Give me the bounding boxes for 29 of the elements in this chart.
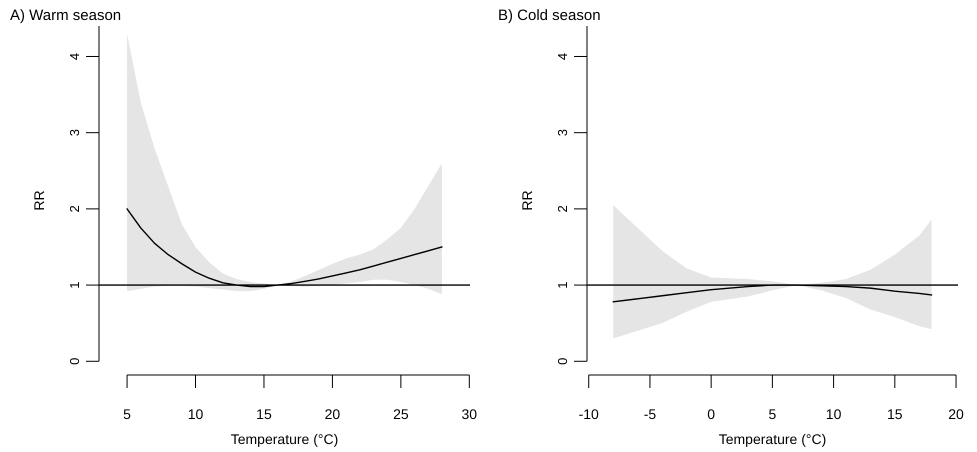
x-tick-label: 25	[393, 406, 409, 422]
y-tick-label: 4	[555, 52, 570, 60]
x-axis-title: Temperature (°C)	[718, 431, 826, 447]
chart-title: B) Cold season	[498, 7, 601, 24]
x-axis-title: Temperature (°C)	[230, 431, 338, 447]
x-tick-label: -5	[644, 406, 656, 422]
x-tick-label: 5	[123, 406, 132, 422]
x-tick-label: 10	[188, 406, 204, 422]
y-tick-label: 2	[555, 205, 570, 212]
y-axis-title: RR	[31, 190, 47, 211]
x-tick-label: 20	[948, 406, 964, 422]
y-tick-label: 0	[67, 358, 82, 365]
x-tick-label: 10	[826, 406, 842, 422]
y-tick-label: 3	[67, 129, 82, 136]
x-tick-label: 0	[707, 406, 716, 422]
x-tick-label: 30	[462, 406, 478, 422]
y-tick-label: 3	[555, 129, 570, 136]
x-tick-label: 5	[768, 406, 776, 422]
y-tick-label: 2	[67, 205, 82, 212]
chart-title: A) Warm season	[10, 7, 122, 24]
y-tick-label: 0	[555, 358, 570, 365]
y-tick-label: 1	[67, 281, 82, 289]
y-tick-label: 4	[67, 52, 82, 60]
y-tick-label: 1	[555, 281, 570, 289]
y-axis-title: RR	[519, 190, 535, 211]
x-tick-label: 15	[887, 406, 903, 422]
x-tick-label: 20	[324, 406, 340, 422]
x-tick-label: -10	[578, 406, 600, 422]
x-tick-label: 15	[256, 406, 272, 422]
